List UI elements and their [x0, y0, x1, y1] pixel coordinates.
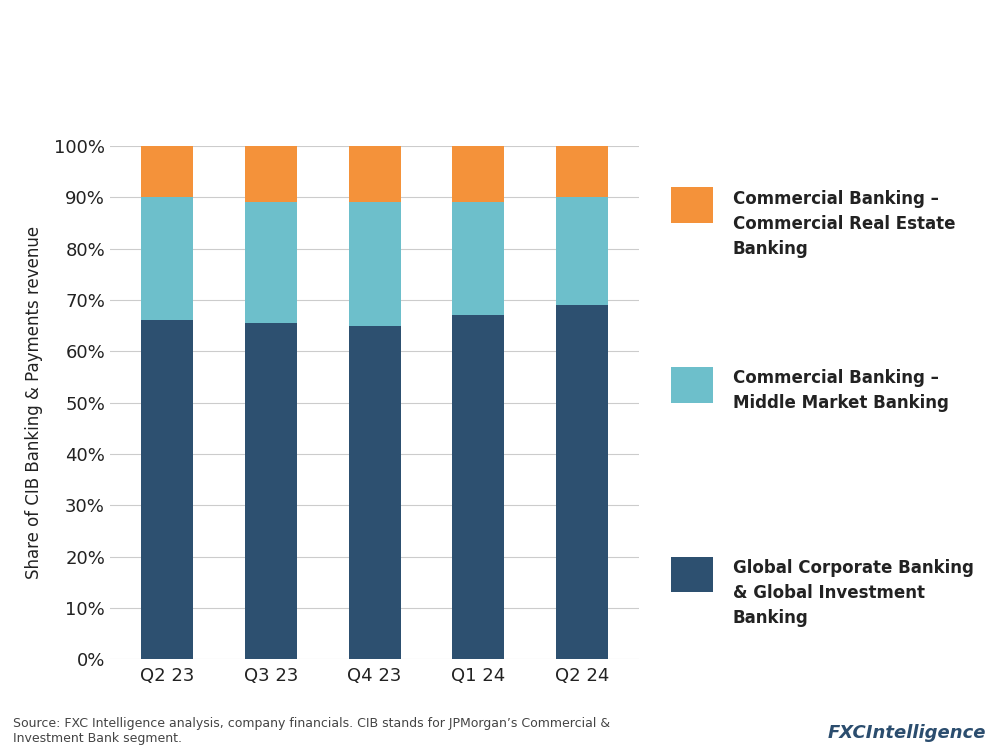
- Y-axis label: Share of CIB Banking & Payments revenue: Share of CIB Banking & Payments revenue: [25, 226, 43, 579]
- Bar: [453, 202, 504, 315]
- Bar: [556, 305, 608, 659]
- Text: Commercial Banking –
Middle Market Banking: Commercial Banking – Middle Market Banki…: [732, 369, 948, 412]
- Bar: [245, 146, 297, 202]
- Bar: [141, 321, 193, 659]
- Bar: [453, 146, 504, 202]
- Text: Commercial Banking –
Commercial Real Estate
Banking: Commercial Banking – Commercial Real Est…: [732, 189, 955, 258]
- Text: JPMorgan Chase’s CIB Banking & Payments client segment split: JPMorgan Chase’s CIB Banking & Payments …: [13, 31, 999, 59]
- Bar: [556, 198, 608, 305]
- Bar: [245, 202, 297, 323]
- FancyBboxPatch shape: [671, 187, 713, 223]
- Bar: [556, 146, 608, 198]
- Text: Source: FXC Intelligence analysis, company financials. CIB stands for JPMorgan’s: Source: FXC Intelligence analysis, compa…: [13, 718, 610, 745]
- Text: Global Corporate Banking
& Global Investment
Banking: Global Corporate Banking & Global Invest…: [732, 559, 973, 627]
- Bar: [141, 198, 193, 321]
- Bar: [141, 146, 193, 197]
- FancyBboxPatch shape: [671, 557, 713, 592]
- Bar: [245, 323, 297, 659]
- Bar: [349, 146, 401, 202]
- Bar: [453, 315, 504, 659]
- Text: FXCIntelligence: FXCIntelligence: [827, 724, 986, 742]
- FancyBboxPatch shape: [671, 367, 713, 403]
- Text: Commercial & Investment Bank Banking & Payments client revenue share: Commercial & Investment Bank Banking & P…: [13, 89, 682, 107]
- Bar: [349, 326, 401, 659]
- Bar: [349, 202, 401, 326]
